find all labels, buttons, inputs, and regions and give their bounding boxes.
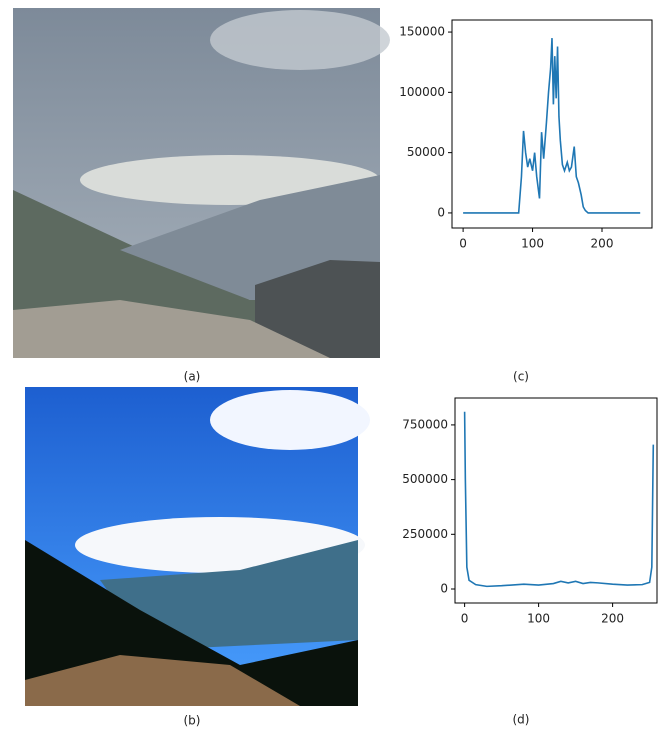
figure: (a) (b) 0 50000 100000 150000 0 100 200 (c) 0 250… [0, 0, 665, 733]
x-tick-label: 0 [461, 612, 469, 626]
y-tick-label: 50000 [407, 145, 445, 159]
y-tick-label: 500000 [402, 472, 448, 486]
x-tick-label: 200 [601, 612, 624, 626]
x-tick-label: 0 [459, 237, 467, 251]
y-tick-label: 0 [440, 581, 448, 595]
y-tick-label: 100000 [399, 85, 445, 99]
y-tick-label: 150000 [399, 25, 445, 39]
caption: (c) [513, 370, 529, 384]
caption: (a) [184, 370, 201, 384]
plot-frame [455, 398, 657, 603]
caption: (d) [513, 713, 530, 727]
x-tick-label: 200 [591, 237, 614, 251]
y-tick-label: 250000 [402, 527, 448, 541]
caption: (b) [184, 714, 201, 728]
x-tick-label: 100 [521, 237, 544, 251]
photo-b [25, 387, 370, 706]
x-tick-label: 100 [527, 612, 550, 626]
y-tick-label: 750000 [402, 417, 448, 431]
y-tick-label: 0 [437, 205, 445, 219]
photo-a [13, 8, 390, 358]
